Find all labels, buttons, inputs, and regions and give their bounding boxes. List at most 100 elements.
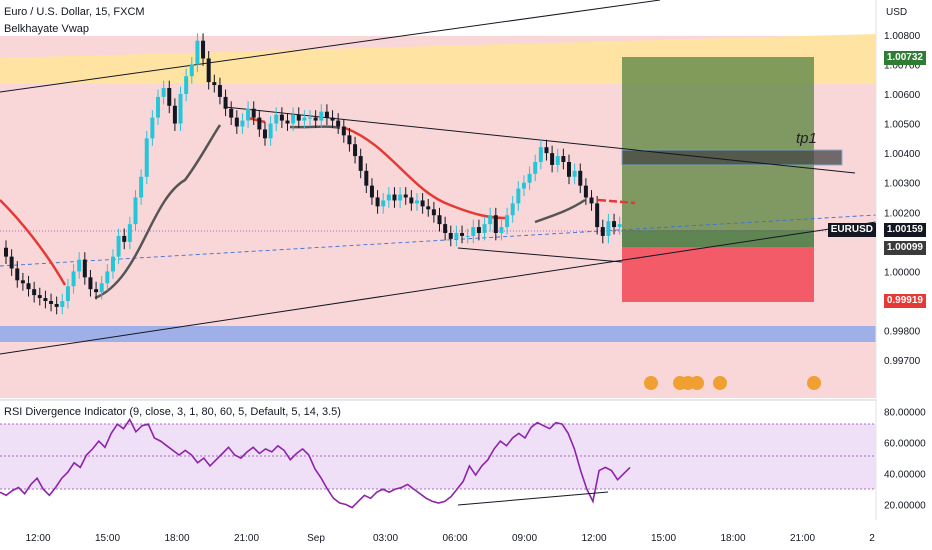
rsi-band <box>0 424 876 489</box>
candle-body <box>386 194 391 201</box>
entry-price-tag: 1.00099 <box>883 241 926 255</box>
us-event-icon[interactable] <box>644 376 658 390</box>
event-icons[interactable] <box>644 376 821 390</box>
candle-body <box>285 120 290 124</box>
us-event-icon[interactable] <box>807 376 821 390</box>
candle-body <box>251 108 256 118</box>
vwap-red-main <box>344 126 506 220</box>
price-tick-label: 1.00400 <box>884 149 921 160</box>
candle-body <box>437 215 442 225</box>
candle-body <box>516 188 521 204</box>
vwap-gray-left <box>94 124 222 300</box>
target-zone <box>622 57 814 230</box>
price-tick-label: 1.00700 <box>884 60 921 71</box>
vwap-gray-mid <box>289 125 341 130</box>
candle-body <box>589 197 594 204</box>
indicator-title[interactable]: Belkhayate Vwap <box>4 23 89 35</box>
us-event-icon[interactable] <box>690 376 704 390</box>
candle-body <box>460 232 465 236</box>
candle-body <box>150 117 155 139</box>
candle-body <box>398 194 403 201</box>
price-tick-label: 1.00300 <box>884 179 921 190</box>
candle-body <box>521 182 526 189</box>
candle-body <box>223 96 228 109</box>
candle-body <box>127 224 132 242</box>
candle-body <box>319 111 324 121</box>
candle-body <box>77 259 82 272</box>
candle-body <box>212 82 217 86</box>
us-event-icon[interactable] <box>713 376 727 390</box>
candle-body <box>82 259 87 278</box>
candle-body <box>279 114 284 121</box>
candle-body <box>420 200 425 207</box>
candle-body <box>60 301 65 307</box>
candle-body <box>353 144 358 157</box>
candle-body <box>195 40 200 65</box>
currency-label: USD <box>886 7 907 18</box>
candle-body <box>229 108 234 118</box>
rsi-tick-label: 40.00000 <box>884 470 926 481</box>
price-axis[interactable]: 1.00800 1.00700 1.00600 1.00500 1.00400 1.003… <box>884 31 921 367</box>
candle-body <box>308 117 313 119</box>
candle-body <box>336 120 341 127</box>
candle-body <box>572 170 577 177</box>
symbol-title[interactable]: Euro / U.S. Dollar, 15, FXCM <box>4 6 145 18</box>
time-tick-label: 15:00 <box>651 533 676 544</box>
candle-body <box>431 209 436 216</box>
candle-body <box>268 123 273 139</box>
rsi-title[interactable]: RSI Divergence Indicator (9, close, 3, 1… <box>4 406 341 418</box>
support-line <box>457 247 623 263</box>
rsi-tick-label: 60.00000 <box>884 439 926 450</box>
time-tick-label: 09:00 <box>512 533 537 544</box>
candle-body <box>324 111 329 118</box>
time-tick-label: 2 <box>869 533 875 544</box>
candle-body <box>20 280 25 284</box>
candle-body <box>161 88 166 97</box>
candle-body <box>133 197 138 225</box>
time-tick-label: 15:00 <box>95 533 120 544</box>
time-axis[interactable]: 12:00 15:00 18:00 21:00 Sep 03:00 06:00 09:00 12… <box>25 533 875 544</box>
descending-line <box>224 106 856 174</box>
vwap-red-right <box>597 198 636 205</box>
candle-body <box>358 156 363 171</box>
time-tick-label: 06:00 <box>442 533 467 544</box>
candle-body <box>217 85 222 97</box>
tp1-box <box>621 149 843 166</box>
price-tick-label: 1.00200 <box>884 208 921 219</box>
candle-body <box>426 206 431 210</box>
candle-body <box>43 298 48 302</box>
vwap-red-left <box>0 199 67 286</box>
time-tick-label: Sep <box>307 533 325 544</box>
candle-body <box>167 88 172 106</box>
candle-body <box>583 185 588 198</box>
candle-body <box>296 114 301 121</box>
candle-body <box>291 114 296 124</box>
time-tick-label: 18:00 <box>720 533 745 544</box>
candle-body <box>369 185 374 198</box>
candle-body <box>65 286 70 302</box>
candle-body <box>54 303 59 307</box>
candle-body <box>26 283 31 290</box>
candle-body <box>600 227 605 236</box>
candle-body <box>49 301 54 304</box>
candle-body <box>493 215 498 233</box>
candle-body <box>116 235 121 257</box>
rsi-divergence-line <box>457 491 609 506</box>
candle-body <box>156 96 161 118</box>
candle-body <box>240 120 245 127</box>
candle-body <box>488 215 493 225</box>
lower-channel-line <box>0 221 877 355</box>
entry-profit-band <box>622 230 814 247</box>
candle-body <box>527 173 532 183</box>
candle-body <box>505 215 510 228</box>
rsi-axis[interactable]: 80.00000 60.00000 40.00000 20.00000 <box>884 408 926 512</box>
candle-body <box>375 197 380 207</box>
rsi-tick-label: 80.00000 <box>884 408 926 419</box>
candle-body <box>71 271 76 287</box>
candle-body <box>257 117 262 130</box>
candle-body <box>9 256 14 269</box>
candle-body <box>302 117 307 121</box>
candle-body <box>139 176 144 198</box>
